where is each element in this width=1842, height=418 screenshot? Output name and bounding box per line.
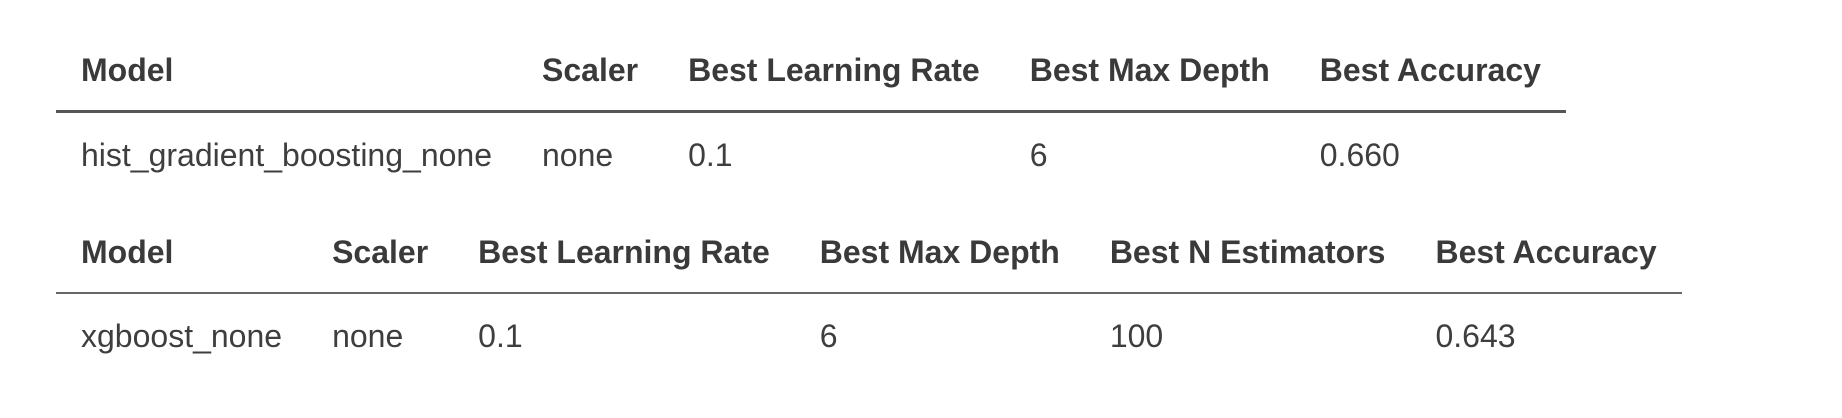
cell-scaler: none	[542, 136, 614, 173]
cell-best-n-estimators: 100	[1109, 317, 1164, 354]
table-header-row: Model Scaler Best Learning Rate Best Max…	[56, 212, 1682, 294]
column-header-best-learning-rate: Best Learning Rate	[453, 212, 795, 294]
hist-gradient-boosting-results-table: Model Scaler Best Learning Rate Best Max…	[56, 30, 1566, 197]
column-header-best-n-estimators: Best N Estimators	[1084, 212, 1411, 294]
cell-scaler: none	[332, 317, 404, 354]
table-row: hist_gradient_boosting_none none 0.1 6 0…	[56, 112, 1566, 198]
cell-best-max-depth: 6	[819, 317, 838, 354]
column-header-best-learning-rate: Best Learning Rate	[663, 30, 1005, 113]
cell-model: hist_gradient_boosting_none	[81, 136, 492, 173]
table-header-row: Model Scaler Best Learning Rate Best Max…	[56, 30, 1566, 113]
column-header-model: Model	[56, 30, 517, 113]
xgboost-results-table: Model Scaler Best Learning Rate Best Max…	[56, 212, 1682, 378]
column-header-model: Model	[56, 212, 308, 294]
cell-best-accuracy: 0.660	[1319, 136, 1400, 173]
column-header-scaler: Scaler	[307, 212, 454, 294]
table-row: xgboost_none none 0.1 6 100 0.643	[56, 293, 1682, 378]
column-header-best-accuracy: Best Accuracy	[1294, 30, 1566, 113]
cell-best-learning-rate: 0.1	[478, 317, 523, 354]
cell-model: xgboost_none	[81, 317, 283, 354]
column-header-best-max-depth: Best Max Depth	[794, 212, 1085, 294]
column-header-best-accuracy: Best Accuracy	[1410, 212, 1682, 294]
cell-best-accuracy: 0.643	[1435, 317, 1516, 354]
column-header-best-max-depth: Best Max Depth	[1004, 30, 1295, 113]
cell-best-max-depth: 6	[1029, 136, 1048, 173]
column-header-scaler: Scaler	[517, 30, 664, 113]
cell-best-learning-rate: 0.1	[688, 136, 733, 173]
